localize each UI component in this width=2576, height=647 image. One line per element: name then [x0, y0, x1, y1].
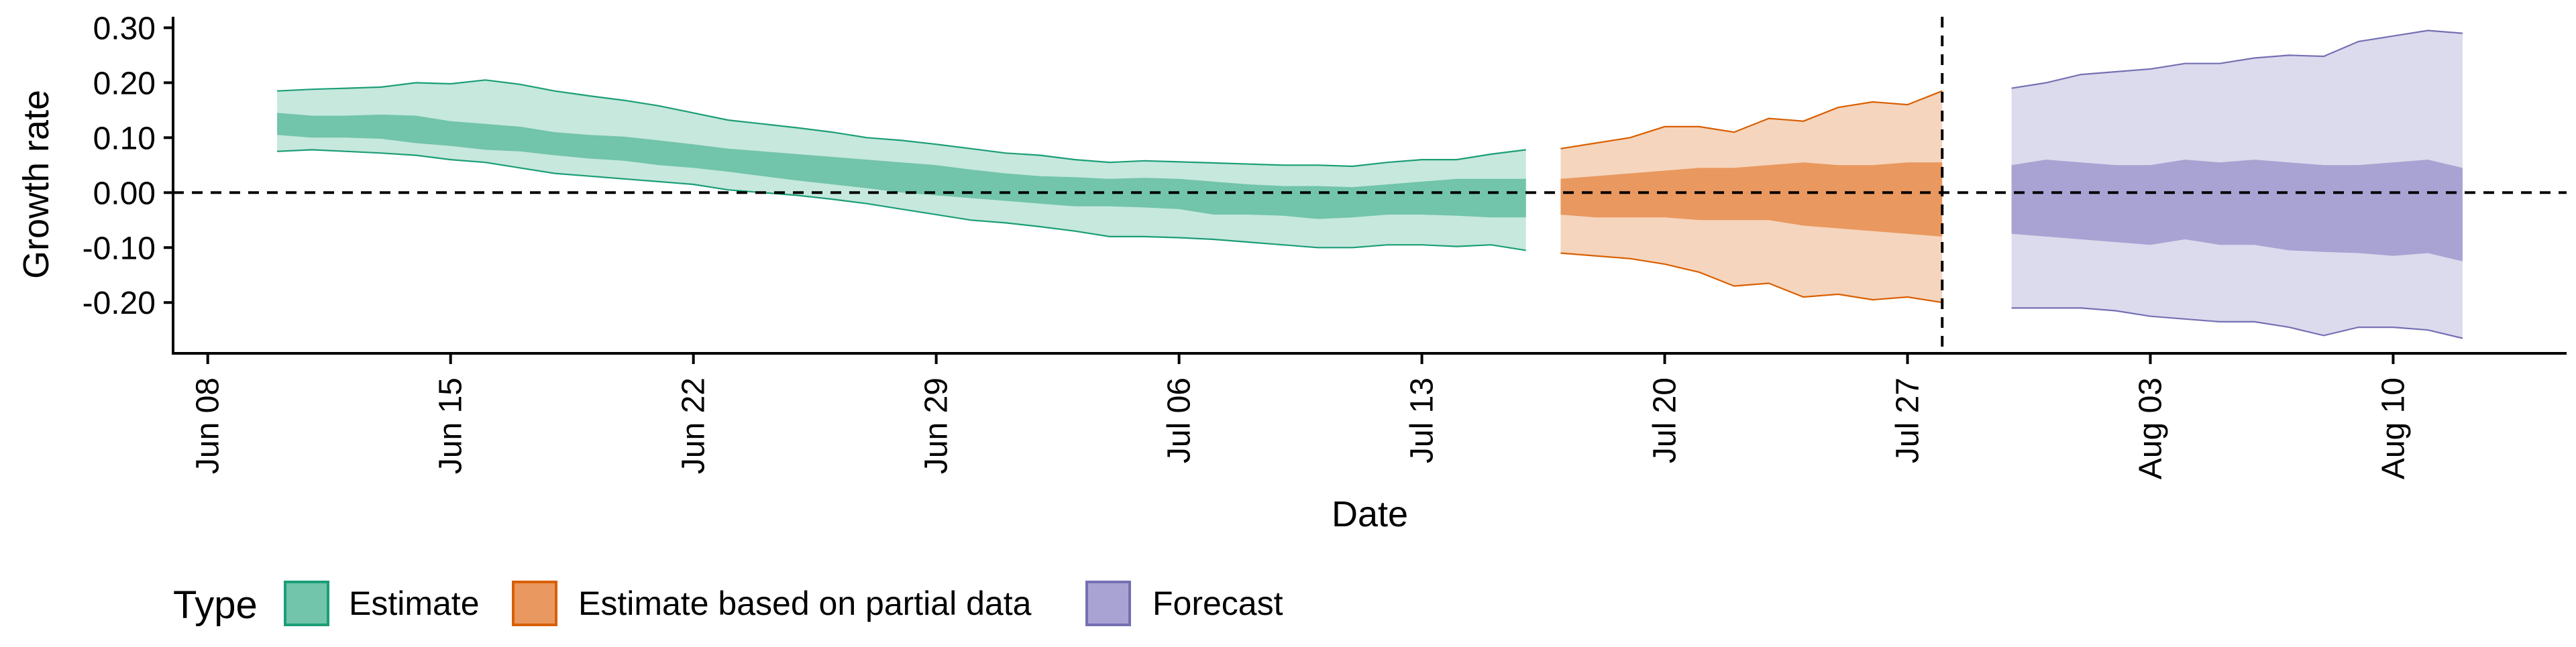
x-tick-label: Aug 03 [2133, 377, 2168, 479]
axes: Jun 08 Jun 15 Jun 22 Jun 29 Jul 06 Jul 13 Jul … [16, 11, 2567, 534]
legend-label-estimate-based-on-partial-data: Estimate based on partial data [578, 585, 1032, 622]
series-estimate [277, 79, 1526, 251]
legend-item-estimate-based-on-partial-data: Estimate based on partial data [512, 581, 1032, 626]
y-tick-label: 0.00 [93, 176, 156, 211]
band-90-upper-edge-forecast [2011, 30, 2463, 89]
band-90-upper-edge-estimate [277, 79, 1526, 168]
y-tick-label: 0.30 [93, 11, 156, 46]
y-tick-label: 0.10 [93, 121, 156, 156]
x-tick-label: Jun 29 [919, 377, 955, 474]
x-axis-ticks: Jun 08 Jun 15 Jun 22 Jun 29 Jul 06 Jul 13 Jul … [191, 353, 2411, 479]
legend-item-estimate: Estimate [284, 581, 480, 626]
y-tick-label: -0.10 [83, 231, 156, 266]
band-90-upper-edge-estimate-based-on-partial-data [1560, 90, 1943, 150]
x-tick-label: Aug 10 [2375, 377, 2411, 479]
band-50-estimate-based-on-partial-data [1560, 162, 1943, 237]
x-tick-label: Jul 20 [1648, 377, 1683, 463]
legend-item-forecast: Forecast [1085, 581, 1283, 626]
legend-items: Estimate Estimate based on partial data Fo… [284, 581, 1283, 626]
x-tick-label: Jun 15 [433, 377, 469, 474]
legend-label-forecast: Forecast [1152, 585, 1283, 622]
legend-label-estimate: Estimate [349, 585, 480, 622]
band-90-lower-edge-forecast [2011, 307, 2463, 339]
band-90-lower-edge-estimate [277, 149, 1526, 251]
x-tick-label: Jun 08 [191, 377, 226, 474]
legend-key-estimate-based-on-partial-data [512, 581, 557, 626]
x-tick-label: Jul 27 [1890, 377, 1926, 463]
series-forecast [2011, 30, 2463, 339]
x-tick-label: Jul 06 [1162, 377, 1197, 463]
x-axis-title: Date [1332, 494, 1408, 534]
y-axis-ticks: -0.20 -0.10 0.00 0.10 0.20 0.30 [83, 11, 173, 321]
legend-key-forecast [1085, 581, 1131, 626]
bands-layer [277, 30, 2463, 339]
band-50-forecast [2011, 160, 2463, 261]
legend-title: Type [173, 583, 258, 627]
y-tick-label: -0.20 [83, 286, 156, 321]
x-tick-label: Jul 13 [1405, 377, 1440, 463]
y-tick-label: 0.20 [93, 66, 156, 101]
band-90-lower-edge-estimate-based-on-partial-data [1560, 252, 1943, 304]
y-axis-title: Growth rate [16, 90, 56, 279]
legend-key-estimate [284, 581, 329, 626]
series-estimate-based-on-partial-data [1560, 90, 1943, 304]
legend: Type Estimate Estimate based on partial d… [173, 581, 1283, 627]
reference-lines [173, 17, 2567, 352]
x-tick-label: Jun 22 [676, 377, 712, 474]
